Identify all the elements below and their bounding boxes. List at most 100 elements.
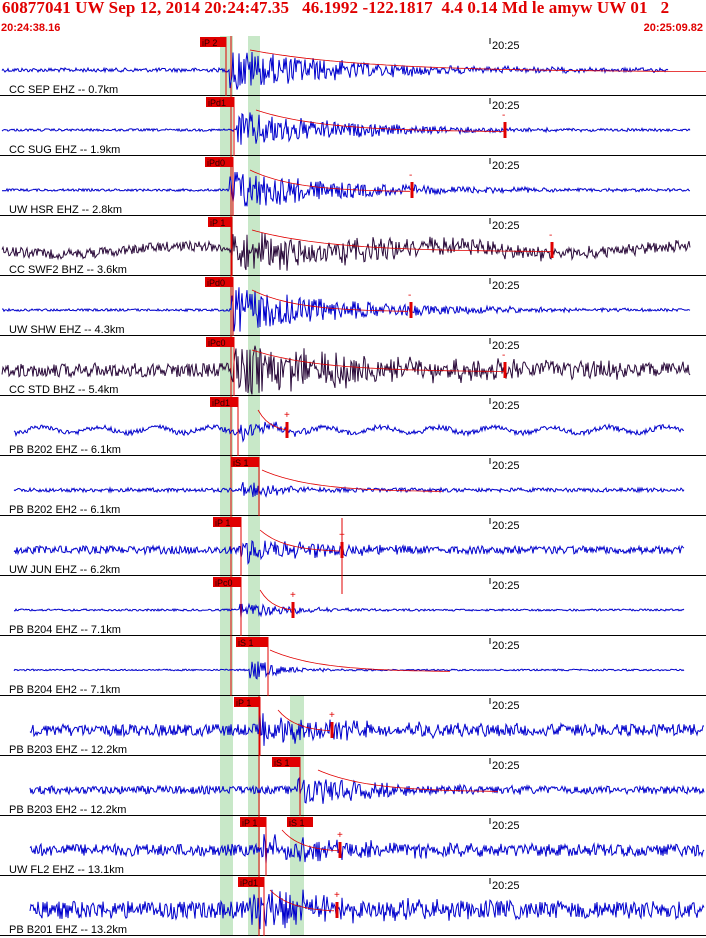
trace-row[interactable]: 20:25 + iP 1 PB B203 EHZ -- 12.2km (0, 696, 706, 756)
pick-flag (205, 157, 233, 167)
start-time: 20:24:38.16 (1, 22, 61, 34)
pick-flag (213, 577, 241, 587)
time-label: 20:25 (492, 280, 520, 292)
waveform (29, 889, 705, 930)
trace-row[interactable]: 20:25- iPd1 CC SUG EHZ -- 1.9km (0, 96, 706, 156)
station-label: PB B204 EH2 -- 7.1km (9, 684, 120, 696)
pick-label: iS 1 (233, 458, 249, 468)
waveform (13, 421, 685, 443)
waveform (1, 171, 691, 207)
coda-curve (259, 529, 341, 552)
waveform (29, 834, 705, 864)
time-label: 20:25 (492, 820, 520, 832)
coda-curve (249, 169, 410, 192)
time-label: 20:25 (492, 640, 520, 652)
pick-flag (272, 757, 300, 767)
pick-label: iS 1 (274, 758, 290, 768)
pick-label: iPd1 (208, 98, 226, 108)
coda-curve (249, 49, 706, 72)
trace-row[interactable]: 20:25 + iPc0 PB B204 EHZ -- 7.1km (0, 576, 706, 636)
trace-row[interactable]: 20:25 - iPd0 UW SHW EHZ -- 4.3km (0, 276, 706, 336)
waveform (1, 232, 691, 271)
station-label: CC SEP EHZ -- 0.7km (9, 84, 118, 96)
pick-label: iP 1 (210, 218, 225, 228)
waveform (1, 345, 691, 395)
pick-label: iP 2 (202, 38, 217, 48)
coda-curve (259, 589, 293, 611)
station-label: UW SHW EHZ -- 4.3km (9, 324, 125, 336)
trace-row[interactable]: 20:25 - iP 1 CC SWF2 BHZ -- 3.6km (0, 216, 706, 276)
plot-header: 60877041 UW Sep 12, 2014 20:24:47.35 46.… (0, 0, 706, 36)
pick-flag (206, 97, 234, 107)
station-label: PB B203 EHZ -- 12.2km (9, 744, 127, 756)
pick-label: iPd1 (240, 878, 258, 888)
coda-curve (251, 229, 552, 252)
time-label: 20:25 (492, 700, 520, 712)
coda-curve (317, 769, 499, 792)
time-label: 20:25 (492, 340, 520, 352)
station-label: PB B204 EHZ -- 7.1km (9, 624, 121, 636)
coda-sign: + (334, 890, 340, 901)
event-title: 60877041 UW Sep 12, 2014 20:24:47.35 46.… (2, 0, 670, 17)
time-label: 20:25 (492, 400, 520, 412)
pick-label: iP 1 (242, 818, 257, 828)
time-label: 20:25 (492, 580, 520, 592)
trace-row[interactable]: 20:25 - iPd0 UW HSR EHZ -- 2.8km (0, 156, 706, 216)
coda-sign: - (502, 350, 505, 361)
pick-label: iP 1 (236, 698, 251, 708)
coda-curve (257, 409, 287, 431)
pick-label: iPd0 (207, 158, 225, 168)
trace-row[interactable]: 20:25- iPc0 CC STD BHZ -- 5.4km (0, 336, 706, 396)
trace-row[interactable]: 20:25 iS 1 PB B204 EH2 -- 7.1km (0, 636, 706, 696)
coda-curve (251, 349, 505, 372)
station-label: UW HSR EHZ -- 2.8km (9, 204, 122, 216)
coda-curve (277, 709, 331, 732)
coda-curve (261, 469, 443, 492)
pick-label: iPc0 (215, 578, 233, 588)
waveform (2, 287, 691, 332)
pick-flag (206, 337, 234, 347)
waveform (1, 51, 669, 90)
coda-curve (251, 289, 408, 312)
pick-flag (205, 277, 233, 287)
pick-flag (200, 37, 226, 47)
time-label: 20:25 (492, 520, 520, 532)
pick-label: iS 1 (238, 638, 254, 648)
trace-row[interactable]: 20:25 + iP 1 iS 1 UW FL2 EHZ -- 13.1km (0, 816, 706, 876)
pick-flag (210, 397, 238, 407)
trace-row[interactable]: 20:25 iS 1 PB B202 EH2 -- 6.1km (0, 456, 706, 516)
pick-flag (238, 877, 264, 887)
coda-curve (269, 649, 451, 672)
pick-flag (213, 517, 241, 527)
waveform (29, 776, 705, 804)
time-label: 20:25 (492, 40, 520, 52)
end-time: 20:25:09.82 (643, 22, 703, 34)
station-label: PB B201 EHZ -- 13.2km (9, 924, 127, 936)
waveform (1, 112, 691, 145)
trace-row[interactable]: 20:25 + iPd1 PB B202 EHZ -- 6.1km (0, 396, 706, 456)
trace-row[interactable]: 20:25 + iPd1 PB B201 EHZ -- 13.2km (0, 876, 706, 936)
station-label: PB B202 EH2 -- 6.1km (9, 504, 120, 516)
station-label: PB B203 EH2 -- 12.2km (9, 804, 126, 816)
pick-flag (231, 457, 259, 467)
trace-row[interactable]: 20:25+iP 1UW JUN EHZ -- 6.2km (0, 516, 706, 594)
coda-sign: + (290, 590, 296, 601)
trace-row[interactable]: 20:25 iS 1 PB B203 EH2 -- 12.2km (0, 756, 706, 816)
pick-label: iPd1 (212, 398, 230, 408)
coda-sign: - (502, 110, 505, 121)
station-label: PB B202 EHZ -- 6.1km (9, 444, 121, 456)
pick-window-band (220, 36, 233, 936)
station-label: UW JUN EHZ -- 6.2km (9, 564, 120, 576)
coda-curve (269, 889, 335, 912)
coda-curve (255, 109, 504, 132)
coda-sign: + (337, 830, 343, 841)
station-label: CC STD BHZ -- 5.4km (9, 384, 118, 396)
coda-curve (281, 829, 339, 852)
waveform (29, 713, 705, 746)
time-label: 20:25 (492, 760, 520, 772)
coda-sign: - (408, 290, 411, 301)
pick-label: iS 1 (289, 818, 305, 828)
trace-row[interactable]: 20:25 iP 2 CC SEP EHZ -- 0.7km (0, 36, 706, 96)
pick-label: iPd0 (207, 278, 225, 288)
